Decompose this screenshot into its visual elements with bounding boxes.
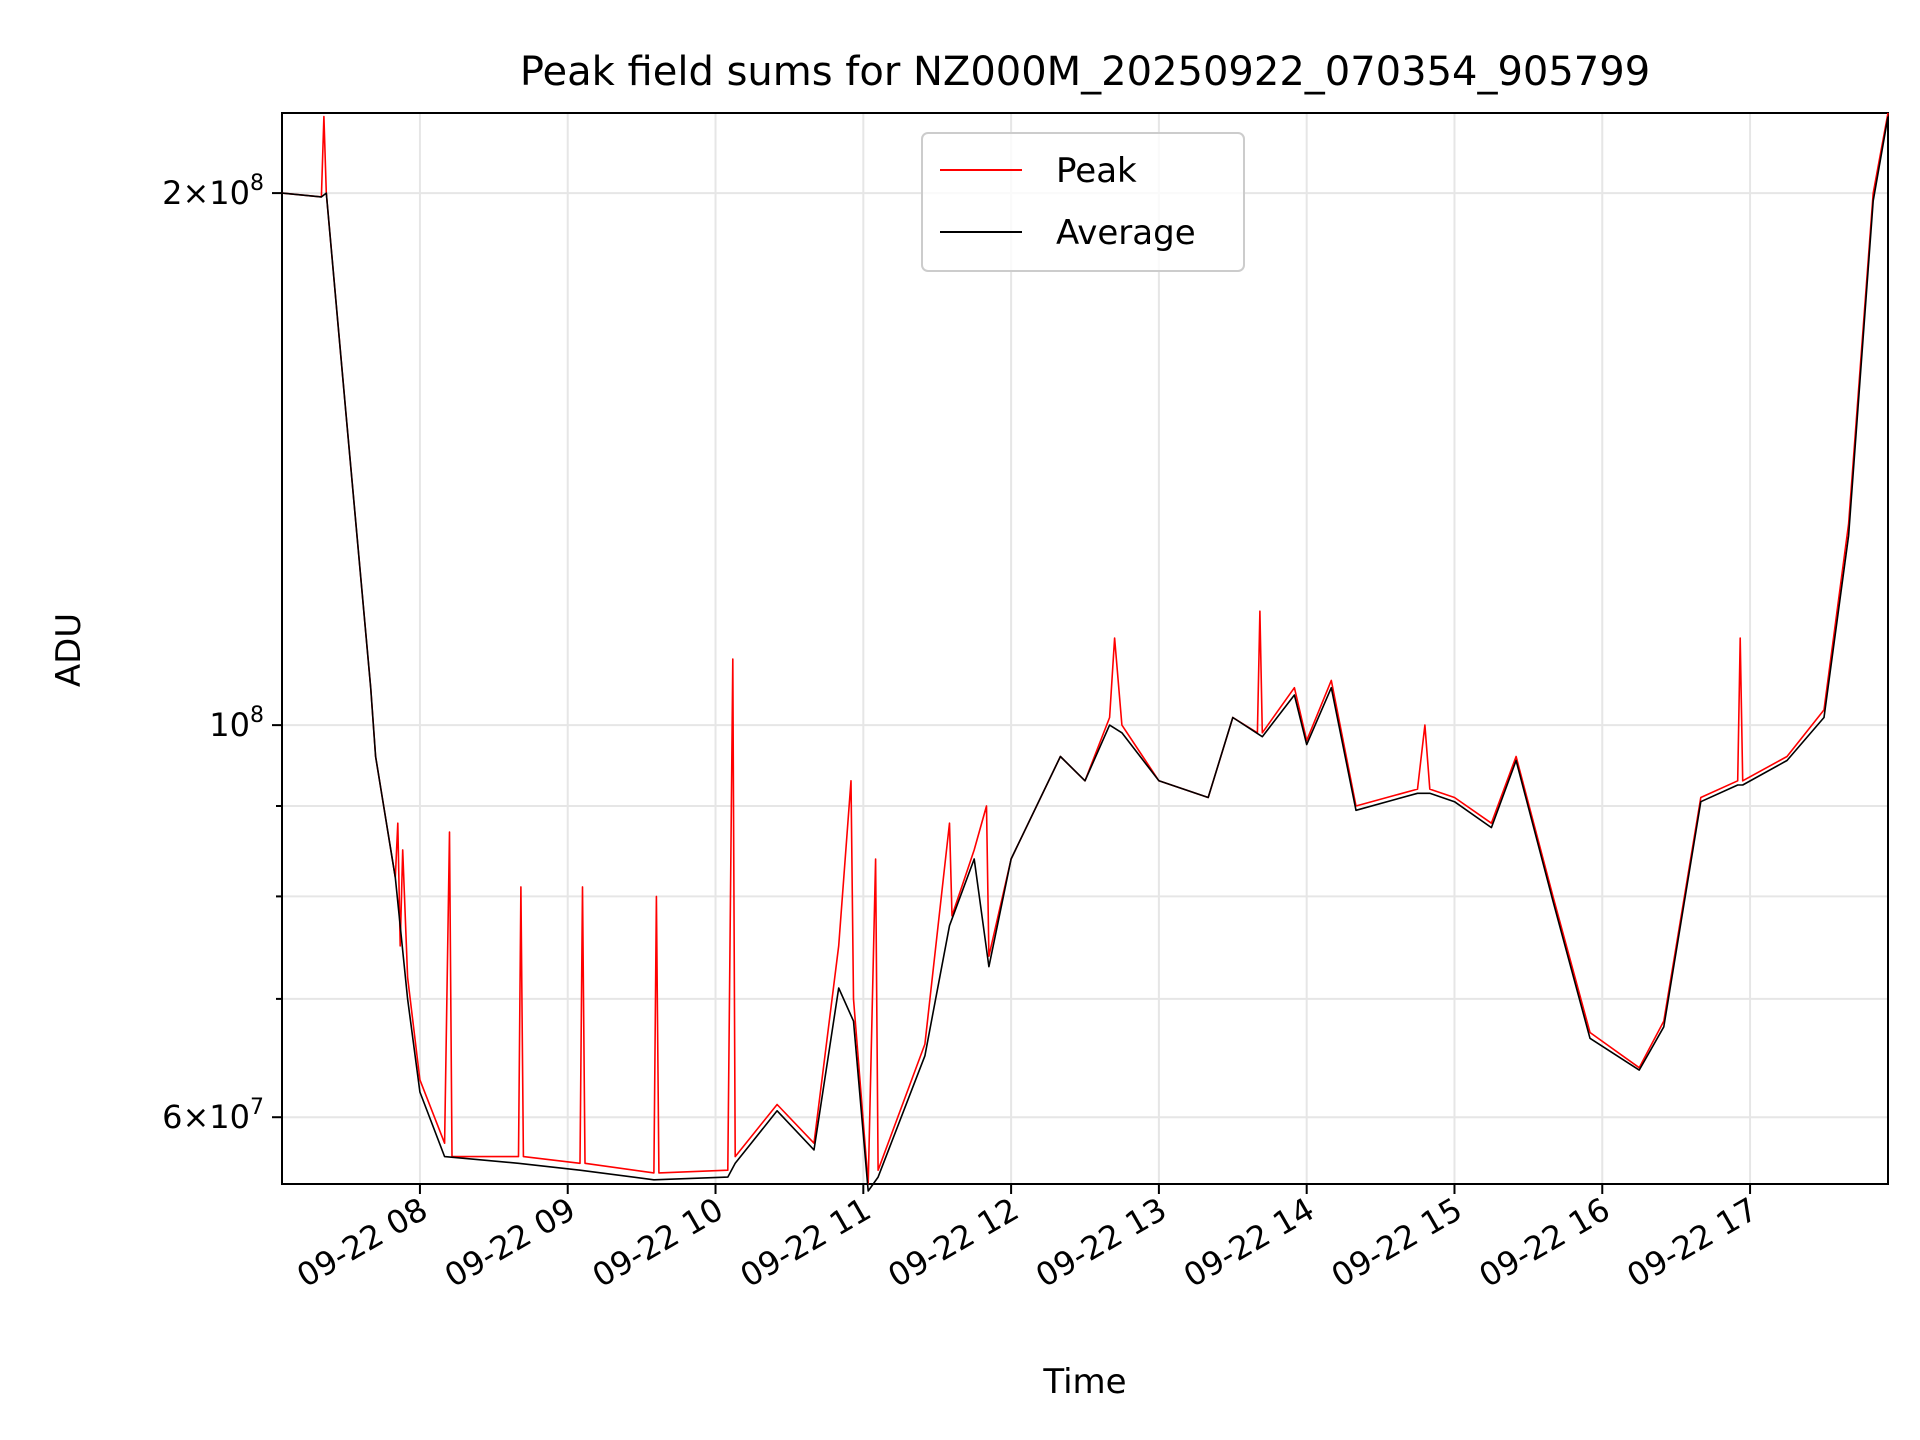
y-tick-label: 6×107 [162,1095,264,1136]
legend: Peak Average [921,132,1245,272]
legend-label-average: Average [1056,213,1196,253]
legend-box [921,132,1245,272]
grid [282,113,1888,1184]
plot-area [281,112,1889,1185]
series-layer [281,112,1889,1192]
series-line-peak [281,112,1889,1185]
y-axis-label: ADU [49,613,89,687]
series-line-average [281,116,1889,1192]
y-tick-label: 2×108 [162,171,264,212]
legend-label-peak: Peak [1056,151,1137,191]
chart-title: Peak field sums for NZ000M_20250922_0703… [520,49,1650,95]
x-axis-label: Time [1042,1362,1126,1402]
